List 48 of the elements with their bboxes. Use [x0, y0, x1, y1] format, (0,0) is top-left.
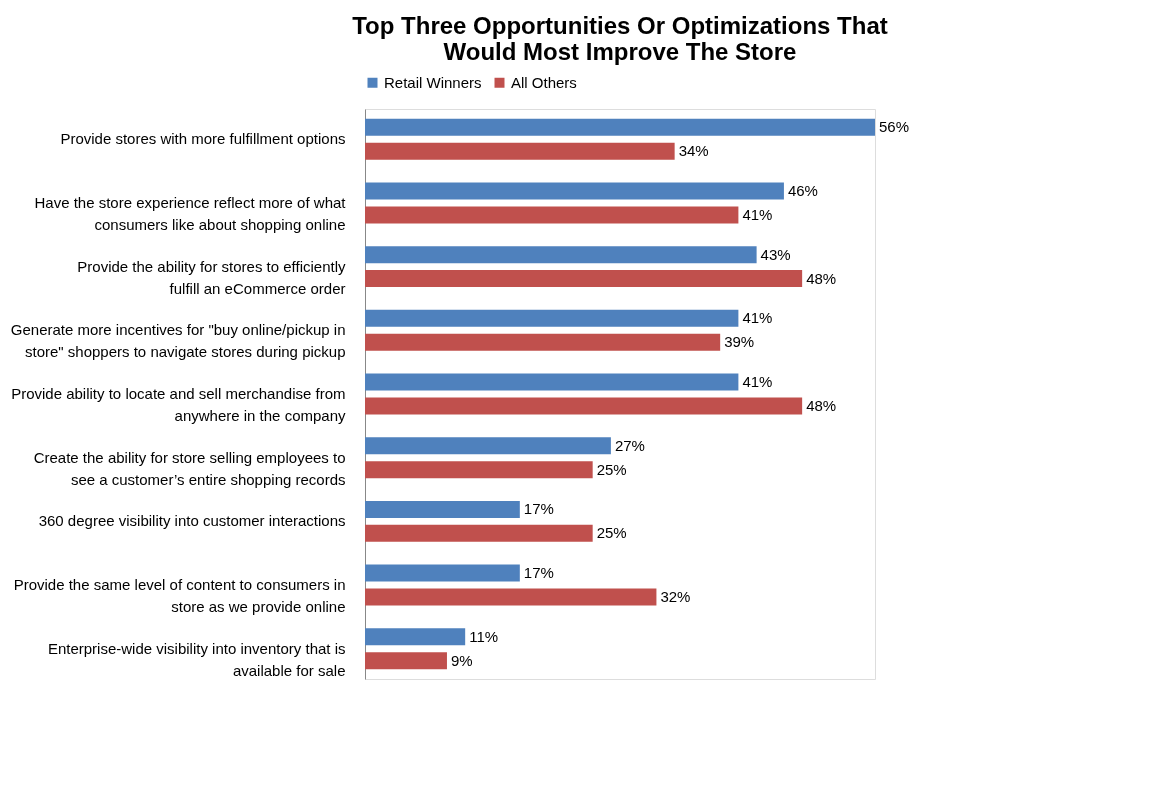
- bar: [365, 206, 739, 224]
- y-tick-label: Provide ability to locate and sell merchandise from anywhere in the company: [11, 385, 346, 424]
- y-tick-label: 360 degree visibility into customer interactions: [38, 512, 346, 530]
- y-tick-label: Create the ability for store selling employees to see a customer’s entire shopping records: [33, 448, 346, 488]
- y-tick-label: Provide the ability for stores to efficiently fulfill an eCommerce order: [77, 257, 346, 297]
- bar: [365, 500, 520, 518]
- data-label: 27%: [614, 436, 645, 454]
- bar: [365, 628, 466, 646]
- bar: [365, 588, 657, 606]
- data-label: 41%: [742, 205, 773, 223]
- data-label: 9%: [450, 651, 473, 669]
- y-tick-label: Generate more incentives for "buy online/pickup in store" shoppers to navigate stores during pickup: [10, 321, 346, 361]
- legend-label: All Others: [511, 73, 577, 91]
- data-label: 34%: [678, 142, 709, 160]
- bar: [365, 182, 784, 200]
- bar: [365, 333, 721, 351]
- data-label: 48%: [806, 396, 837, 414]
- data-label: 17%: [523, 500, 554, 518]
- bar: [365, 309, 739, 327]
- y-tick-label: Provide stores with more fulfillment options: [60, 130, 346, 148]
- bar: [365, 461, 593, 479]
- y-tick-label: Have the store experience reflect more of what consumers like about shopping online: [34, 193, 347, 233]
- legend-label: Retail Winners: [384, 73, 482, 91]
- data-label: 48%: [806, 269, 837, 287]
- data-label: 41%: [742, 309, 773, 327]
- bar: [365, 397, 803, 415]
- data-label: 41%: [742, 373, 773, 391]
- bar: [365, 373, 739, 391]
- data-label: 25%: [596, 524, 627, 542]
- data-label: 25%: [596, 460, 627, 478]
- data-label: 46%: [787, 182, 818, 199]
- bar: [365, 270, 803, 288]
- bar: [365, 652, 447, 670]
- bar: [365, 246, 757, 264]
- data-label: 56%: [879, 118, 910, 136]
- y-tick-label: Provide the same level of content to consumers in store as we provide online: [13, 576, 346, 616]
- data-label: 43%: [760, 245, 791, 263]
- chart-title: Top Three Opportunities Or Optimizations That Would Most Improve The Store: [352, 12, 888, 65]
- data-label: 11%: [469, 627, 499, 645]
- data-label: 39%: [724, 333, 755, 351]
- bar: [365, 142, 675, 160]
- data-label: 17%: [523, 564, 554, 582]
- bar: [365, 524, 593, 542]
- bar: [365, 437, 611, 455]
- y-tick-label: Enterprise-wide visibility into inventory that is available for sale: [47, 639, 346, 679]
- data-label: 32%: [660, 588, 691, 605]
- bar: [365, 564, 520, 582]
- bar: [365, 118, 875, 136]
